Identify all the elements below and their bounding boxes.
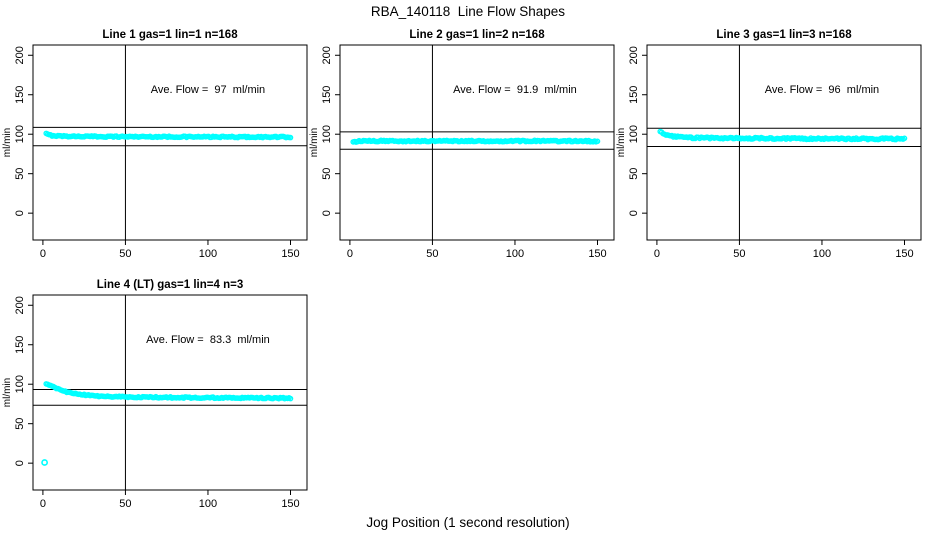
x-tick-label: 0 (347, 248, 353, 260)
y-tick-label: 0 (321, 210, 333, 216)
data-point (594, 138, 601, 145)
data-point-series (43, 130, 294, 141)
y-tick-label: 0 (14, 460, 26, 466)
plot-box (32, 294, 308, 491)
outlier-point (41, 459, 48, 466)
avg-flow-annotation: Ave. Flow = 97 ml/min (151, 84, 265, 96)
data-point (287, 134, 294, 141)
plot-panel: Line 1 gas=1 lin=1 n=168 0 50 100 150 0 50 100 1… (2, 29, 308, 260)
y-tick-label: 200 (14, 296, 26, 314)
plot-panel: Line 4 (LT) gas=1 lin=4 n=3 0 50 100 150 0 50 1… (2, 279, 308, 510)
x-tick-label: 100 (199, 248, 217, 260)
avg-flow-annotation: Ave. Flow = 96 ml/min (765, 84, 879, 96)
plot-panel: Line 2 gas=1 lin=2 n=168 0 50 100 150 0 50 100 1… (309, 29, 615, 260)
x-axis-title: Jog Position (1 second resolution) (366, 515, 570, 530)
y-tick-label: 100 (628, 125, 640, 143)
y-tick-label: 100 (14, 375, 26, 393)
x-tick-label: 150 (588, 248, 606, 260)
plot-box (646, 44, 922, 241)
y-tick-label: 150 (321, 86, 333, 104)
panel-title: Line 2 gas=1 lin=2 n=168 (409, 29, 545, 41)
y-tick-label: 200 (628, 46, 640, 64)
x-tick-label: 100 (813, 248, 831, 260)
y-tick-label: 50 (14, 168, 26, 180)
y-axis-label: ml/min (2, 128, 13, 157)
x-tick-label: 50 (426, 248, 438, 260)
y-axis-label: ml/min (2, 378, 13, 407)
y-tick-label: 100 (321, 125, 333, 143)
x-tick-label: 150 (281, 498, 299, 510)
avg-flow-annotation: Ave. Flow = 83.3 ml/min (146, 334, 270, 346)
y-tick-label: 50 (321, 168, 333, 180)
chart-title: RBA_140118 Line Flow Shapes (370, 4, 566, 19)
y-tick-label: 0 (628, 210, 640, 216)
x-tick-label: 150 (895, 248, 913, 260)
data-point-series (350, 137, 601, 145)
panel-title: Line 4 (LT) gas=1 lin=4 n=3 (97, 279, 243, 291)
y-tick-label: 150 (14, 86, 26, 104)
x-tick-label: 50 (119, 248, 131, 260)
data-point-series (41, 381, 294, 466)
panel-title: Line 1 gas=1 lin=1 n=168 (102, 29, 238, 41)
y-tick-label: 50 (14, 418, 26, 430)
x-tick-label: 0 (40, 248, 46, 260)
plot-box (339, 44, 615, 241)
data-point (901, 135, 908, 142)
y-axis-label: ml/min (309, 128, 320, 157)
x-tick-label: 100 (199, 498, 217, 510)
x-tick-label: 50 (119, 498, 131, 510)
x-tick-label: 100 (506, 248, 524, 260)
y-tick-label: 200 (14, 46, 26, 64)
x-tick-label: 0 (40, 498, 46, 510)
data-point-series (657, 128, 908, 143)
panel-title: Line 3 gas=1 lin=3 n=168 (716, 29, 852, 41)
plot-panel: Line 3 gas=1 lin=3 n=168 0 50 100 150 0 50 100 1… (616, 29, 922, 260)
y-tick-label: 200 (321, 46, 333, 64)
y-tick-label: 0 (14, 210, 26, 216)
x-tick-label: 0 (654, 248, 660, 260)
y-tick-label: 100 (14, 125, 26, 143)
x-tick-label: 50 (733, 248, 745, 260)
y-axis-label: ml/min (616, 128, 627, 157)
plot-box (32, 44, 308, 241)
y-tick-label: 50 (628, 168, 640, 180)
y-tick-label: 150 (628, 86, 640, 104)
y-tick-label: 150 (14, 336, 26, 354)
avg-flow-annotation: Ave. Flow = 91.9 ml/min (453, 84, 577, 96)
data-point (287, 395, 294, 402)
x-tick-label: 150 (281, 248, 299, 260)
